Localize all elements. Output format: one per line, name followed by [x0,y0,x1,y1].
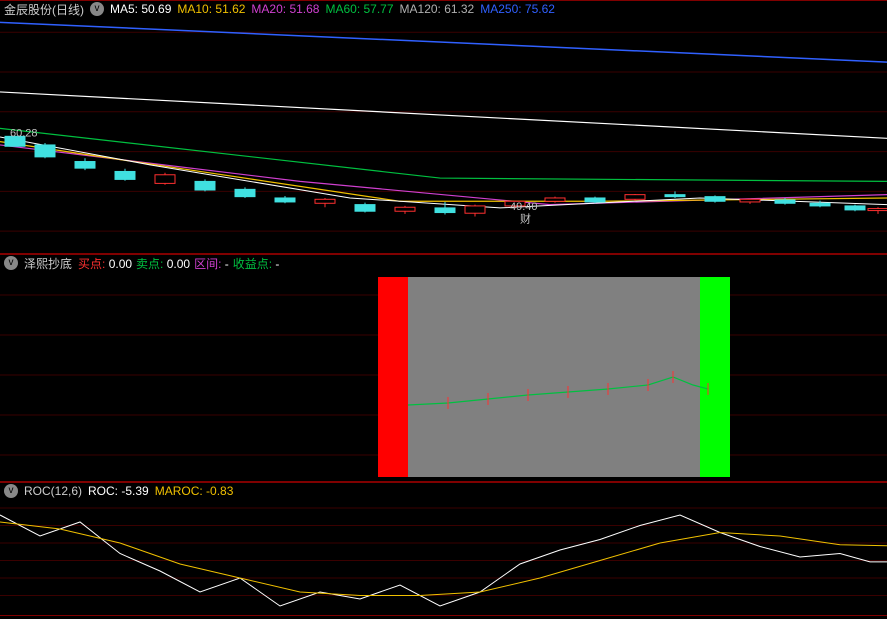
svg-text:60.28: 60.28 [10,127,38,139]
indicator-overlay-svg [0,255,887,483]
indicator-legend-item: 卖点: 0.00 [136,257,190,271]
roc-legend-item: MAROC: -0.83 [155,484,234,498]
indicator-name: 泽熙抄底 [24,255,72,272]
ma-legend-item: MA60: 57.77 [325,2,393,16]
indicator-legend-item: 收益点: - [233,257,280,271]
indicator-header: v 泽熙抄底 买点: 0.00 卖点: 0.00 区间: - 收益点: - [0,255,287,271]
indicator-panel[interactable]: v 泽熙抄底 买点: 0.00 卖点: 0.00 区间: - 收益点: - [0,254,887,482]
price-chart-svg: 60.28 49.40财 [0,1,887,255]
roc-panel[interactable]: v ROC(12,6) ROC: -5.39 MAROC: -0.83 [0,482,887,616]
ma-legend-item: MA250: 75.62 [480,2,555,16]
price-header: 金辰股份(日线) v MA5: 50.69 MA10: 51.62 MA20: 51… [0,1,565,17]
chevron-down-icon[interactable]: v [90,2,104,16]
ma-legend-item: MA5: 50.69 [110,2,171,16]
roc-chart-svg [0,483,887,617]
chevron-down-icon[interactable]: v [4,256,18,270]
ma-legend-item: MA10: 51.62 [177,2,245,16]
indicator-legend-item: 区间: - [194,257,229,271]
ma-legend-item: MA20: 51.68 [251,2,319,16]
ma-legend: MA5: 50.69 MA10: 51.62 MA20: 51.68 MA60: 57… [110,2,561,16]
svg-text:财: 财 [520,211,531,225]
price-chart-panel[interactable]: 金辰股份(日线) v MA5: 50.69 MA10: 51.62 MA20: 51… [0,0,887,254]
indicator-legend-item: 买点: 0.00 [78,257,132,271]
stock-name-label: 金辰股份(日线) [4,1,84,18]
chevron-down-icon[interactable]: v [4,484,18,498]
roc-legend-item: ROC: -5.39 [88,484,149,498]
roc-legend: ROC: -5.39 MAROC: -0.83 [88,484,239,498]
indicator-legend: 买点: 0.00 卖点: 0.00 区间: - 收益点: - [78,255,283,272]
roc-name: ROC(12,6) [24,484,82,498]
roc-header: v ROC(12,6) ROC: -5.39 MAROC: -0.83 [0,483,243,499]
ma-legend-item: MA120: 61.32 [400,2,475,16]
svg-text:49.40: 49.40 [510,201,538,213]
